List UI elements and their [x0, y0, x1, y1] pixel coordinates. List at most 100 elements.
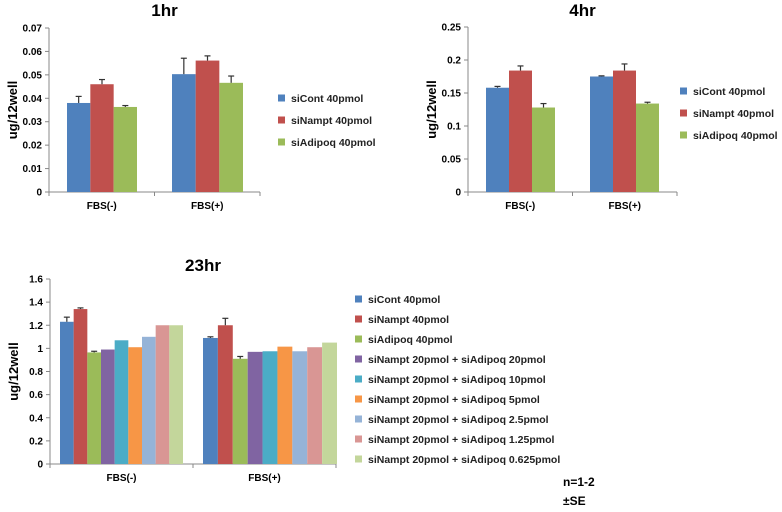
bar-siadipoq-40pmol-fbs-minus [532, 107, 555, 192]
bar-siadipoq-40pmol-fbs-minus [87, 352, 101, 464]
legend-label: siNampt 40pmol [368, 314, 449, 326]
legend-swatch [355, 415, 362, 423]
chart-title: 1hr [151, 1, 178, 20]
legend-label: siNampt 20pmol + siAdipoq 0.625pmol [368, 454, 560, 466]
y-tick-label: 0.01 [23, 164, 43, 175]
bar-siadipoq-40pmol-fbs-plus [219, 82, 243, 192]
chart-2: 23hr ug/12well 0 0.2 0.4 0.6 0.8 1 1.2 1.4 1.6 FBS(… [6, 256, 560, 484]
y-tick-label: 0.02 [23, 141, 43, 152]
y-tick-label: 0.2 [447, 56, 461, 67]
y-tick-label: 0.15 [442, 89, 462, 100]
legend-swatch [355, 455, 362, 463]
chart-title: 4hr [569, 1, 596, 20]
bar-sinampt-40pmol-fbs-plus [195, 60, 220, 192]
legend-label: siCont 40pmol [291, 93, 363, 105]
legend-swatch [355, 315, 362, 323]
bar-sinampt-40pmol-fbs-plus [217, 325, 233, 464]
y-axis-label: ug/12well [5, 81, 20, 140]
chart-0: 1hr ug/12well 0 0.01 0.02 0.03 0.04 0.05 0.06 0.0… [5, 1, 376, 212]
bar-sinampt-20pmol-siadipoq-20pmol-fbs-plus [247, 351, 263, 464]
legend-label: siNampt 20pmol + siAdipoq 5pmol [368, 394, 540, 406]
bar-sinampt-20pmol-siadipoq-10pmol-fbs-minus [114, 340, 129, 464]
legend-swatch [355, 335, 362, 343]
legend-label: siCont 40pmol [693, 86, 765, 98]
x-tick-label: FBS(+) [609, 201, 642, 212]
bar-sinampt-20pmol-siadipoq-5pmol-fbs-plus [277, 346, 293, 464]
legend-label: siAdipoq 40pmol [368, 334, 453, 346]
legend-label: siAdipoq 40pmol [291, 137, 376, 149]
y-tick-label: 0.6 [29, 390, 43, 401]
y-tick-label: 0 [37, 460, 43, 471]
bar-sicont-40pmol-fbs-minus [60, 321, 74, 464]
n-note: n=1-2 [563, 475, 595, 489]
bar-sinampt-40pmol-fbs-plus [613, 70, 636, 192]
legend-swatch [355, 295, 362, 303]
y-tick-label: 0.04 [23, 94, 43, 105]
y-axis-label: ug/12well [424, 80, 439, 139]
y-axis-label: ug/12well [6, 342, 21, 401]
bar-sinampt-20pmol-siadipoq-1-25pmol-fbs-minus [155, 325, 170, 464]
legend-label: siNampt 40pmol [291, 115, 372, 127]
legend-swatch [278, 94, 285, 102]
x-tick-label: FBS(-) [107, 473, 137, 484]
bar-sinampt-20pmol-siadipoq-10pmol-fbs-plus [262, 351, 278, 464]
legend-label: siAdipoq 40pmol [693, 130, 778, 142]
y-tick-label: 1.6 [29, 275, 43, 286]
x-tick-label: FBS(+) [191, 201, 224, 212]
bar-sinampt-20pmol-siadipoq-1-25pmol-fbs-plus [307, 347, 323, 464]
bar-sinampt-20pmol-siadipoq-0-625pmol-fbs-plus [322, 342, 337, 464]
y-tick-label: 0.8 [29, 367, 43, 378]
y-tick-label: 1.4 [29, 298, 43, 309]
bar-sicont-40pmol-fbs-plus [203, 337, 218, 464]
legend-swatch [278, 138, 285, 146]
legend-swatch [355, 435, 362, 443]
bar-sicont-40pmol-fbs-minus [67, 102, 91, 192]
bar-sinampt-40pmol-fbs-minus [509, 70, 532, 192]
bar-sinampt-40pmol-fbs-minus [73, 309, 88, 464]
y-tick-label: 0 [36, 188, 42, 199]
chart-title: 23hr [185, 256, 221, 275]
y-tick-label: 0.25 [442, 23, 462, 34]
x-tick-label: FBS(+) [248, 473, 281, 484]
y-tick-label: 1.2 [29, 321, 43, 332]
legend-swatch [278, 116, 285, 124]
x-tick-label: FBS(-) [87, 201, 117, 212]
bar-sinampt-20pmol-siadipoq-2-5pmol-fbs-plus [292, 351, 308, 464]
legend-swatch [355, 375, 362, 383]
y-tick-label: 0.03 [23, 117, 43, 128]
y-tick-label: 0.2 [29, 436, 43, 447]
y-tick-label: 0.05 [442, 155, 462, 166]
bar-sinampt-20pmol-siadipoq-0-625pmol-fbs-minus [169, 325, 183, 464]
legend-swatch [680, 109, 687, 117]
bar-siadipoq-40pmol-fbs-plus [636, 103, 659, 192]
bar-sinampt-20pmol-siadipoq-2-5pmol-fbs-minus [142, 336, 156, 464]
y-tick-label: 1 [37, 344, 43, 355]
bar-siadipoq-40pmol-fbs-minus [113, 106, 137, 192]
legend-swatch [355, 355, 362, 363]
bar-siadipoq-40pmol-fbs-plus [232, 358, 248, 464]
legend-label: siNampt 40pmol [693, 108, 774, 120]
legend-swatch [680, 131, 687, 139]
y-tick-label: 0.07 [23, 24, 43, 35]
legend-label: siNampt 20pmol + siAdipoq 1.25pmol [368, 434, 554, 446]
y-tick-label: 0 [455, 188, 461, 199]
legend-label: siNampt 20pmol + siAdipoq 2.5pmol [368, 414, 549, 426]
y-tick-label: 0.4 [29, 413, 43, 424]
y-tick-label: 0.1 [447, 122, 461, 133]
y-tick-label: 0.05 [23, 70, 43, 81]
se-note: ±SE [563, 494, 586, 508]
bar-sicont-40pmol-fbs-minus [486, 87, 509, 192]
legend-label: siNampt 20pmol + siAdipoq 10pmol [368, 374, 546, 386]
bar-sicont-40pmol-fbs-plus [172, 74, 196, 192]
x-tick-label: FBS(-) [505, 201, 535, 212]
chart-1: 4hr ug/12well 0 0.05 0.1 0.15 0.2 0.25 FBS(-) FBS… [424, 1, 778, 212]
y-tick-label: 0.06 [23, 47, 43, 58]
legend-label: siNampt 20pmol + siAdipoq 20pmol [368, 354, 546, 366]
bar-sinampt-20pmol-siadipoq-20pmol-fbs-minus [101, 349, 115, 464]
bar-sinampt-20pmol-siadipoq-5pmol-fbs-minus [128, 347, 142, 464]
legend-label: siCont 40pmol [368, 294, 440, 306]
legend-swatch [355, 395, 362, 403]
bar-sinampt-40pmol-fbs-minus [90, 84, 114, 192]
legend-swatch [680, 87, 687, 95]
